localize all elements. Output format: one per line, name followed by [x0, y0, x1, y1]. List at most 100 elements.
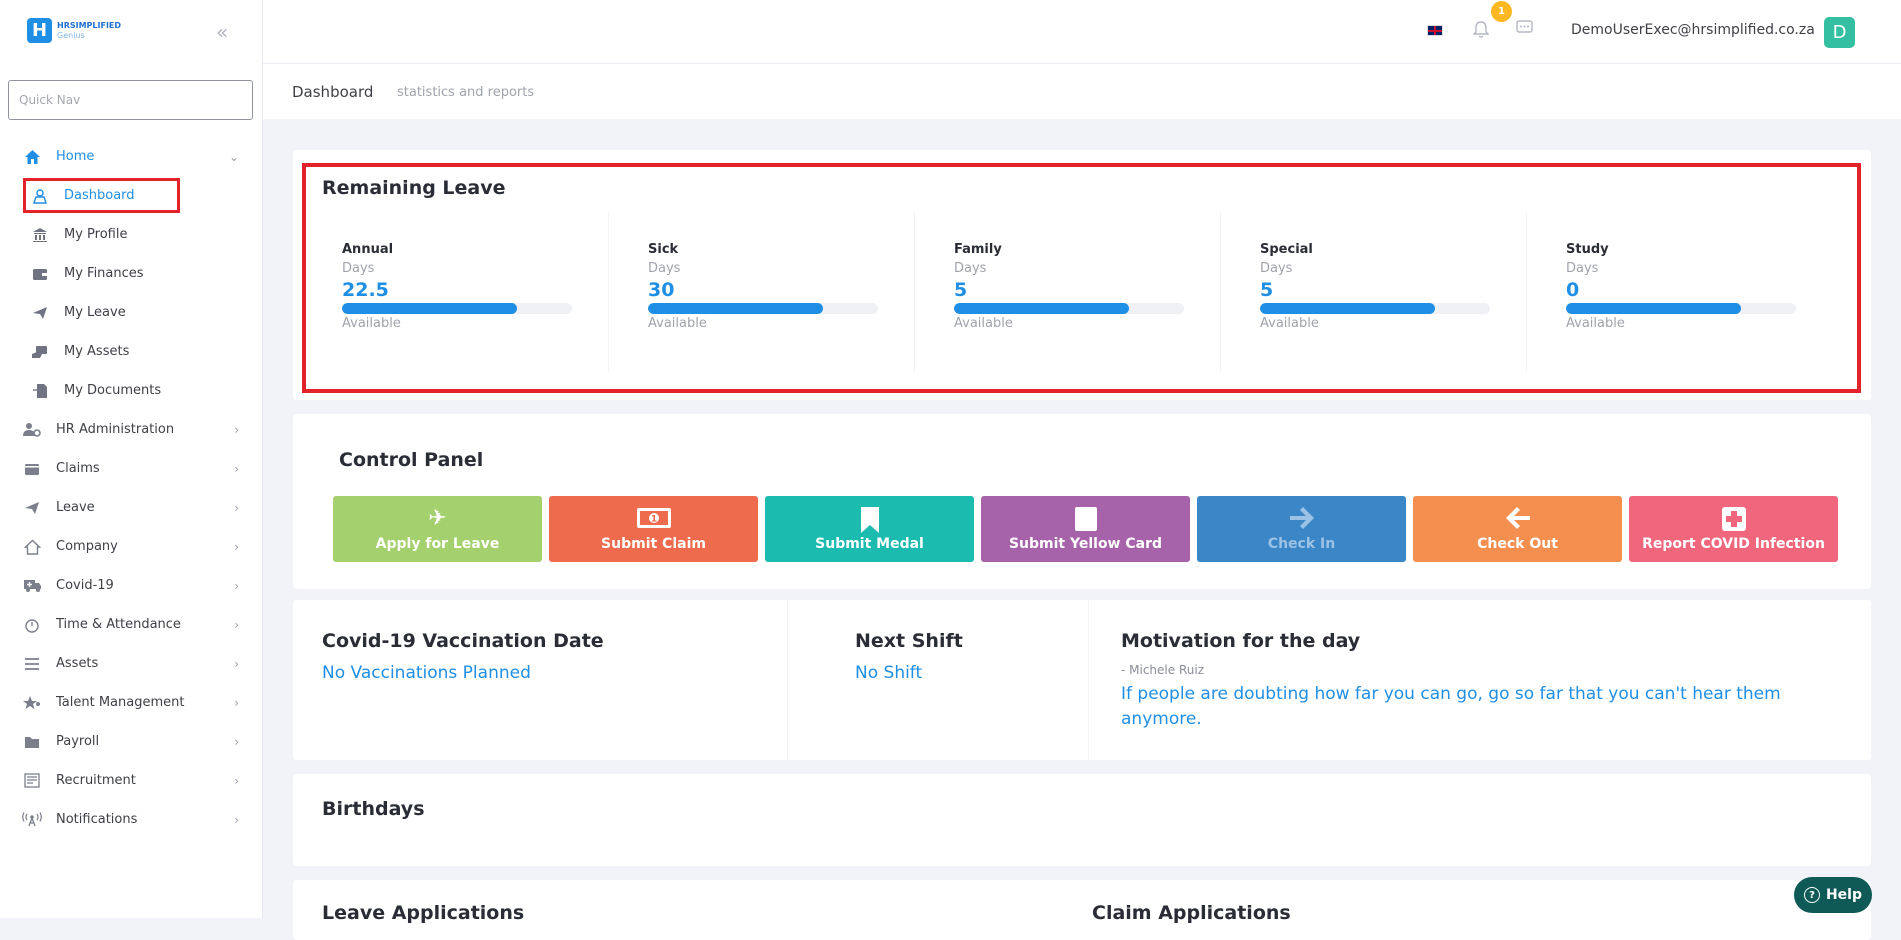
- sidebar-item-talent-management[interactable]: Talent Management ›: [0, 683, 263, 722]
- birthdays-title: Birthdays: [322, 798, 425, 820]
- button-label: Submit Yellow Card: [1008, 536, 1163, 552]
- brand-logo[interactable]: H HRSIMPLIFIED Genius: [27, 18, 121, 43]
- sidebar-item-assets[interactable]: Assets ›: [0, 644, 263, 683]
- leave-progress-fill: [648, 303, 823, 314]
- chevron-down-icon: ⌄: [228, 149, 239, 164]
- sidebar-item-hr-administration[interactable]: HR Administration ›: [0, 410, 263, 449]
- logo-mark-icon: H: [27, 18, 52, 43]
- avatar[interactable]: D: [1824, 17, 1855, 48]
- check-in-button[interactable]: Check In: [1197, 496, 1406, 562]
- home-outline-icon: [22, 537, 42, 557]
- logo-line2: Genius: [57, 30, 85, 40]
- report-covid-infection-button[interactable]: Report COVID Infection: [1629, 496, 1838, 562]
- card-icon: [1074, 506, 1098, 534]
- sidebar-item-label: My Documents: [64, 383, 162, 398]
- sidebar-item-label: Covid-19: [56, 578, 114, 593]
- sidebar-item-recruitment[interactable]: Recruitment ›: [0, 761, 263, 800]
- page-description: statistics and reports: [397, 85, 535, 100]
- ambulance-icon: [22, 576, 42, 596]
- sidebar-item-company[interactable]: Company ›: [0, 527, 263, 566]
- sidebar-subitem-my-leave[interactable]: My Leave: [0, 293, 263, 332]
- chevron-right-icon: ›: [234, 695, 239, 710]
- leave-progress-bar: [342, 303, 572, 314]
- button-label: Submit Medal: [815, 536, 924, 552]
- sidebar-subitem-dashboard[interactable]: Dashboard: [0, 176, 263, 215]
- chevron-right-icon: ›: [234, 812, 239, 827]
- newspaper-icon: [22, 771, 42, 791]
- leave-type-unit: Days: [342, 261, 375, 276]
- help-button[interactable]: ? Help: [1794, 877, 1872, 913]
- check-out-button[interactable]: Check Out: [1413, 496, 1622, 562]
- sidebar-item-time-attendance[interactable]: Time & Attendance ›: [0, 605, 263, 644]
- sidebar-item-label: HR Administration: [56, 422, 175, 437]
- submit-claim-button[interactable]: 1 Submit Claim: [549, 496, 758, 562]
- applications-card: Leave Applications Claim Applications: [293, 880, 1871, 940]
- control-panel-title: Control Panel: [339, 449, 484, 471]
- control-panel-buttons: ✈ Apply for Leave 1 Submit Claim Submit …: [333, 496, 1838, 562]
- sidebar-item-label: Recruitment: [56, 773, 136, 788]
- chevron-right-icon: ›: [234, 734, 239, 749]
- money-icon: 1: [636, 506, 672, 534]
- leave-type-sick: Sick Days 30 Available: [609, 212, 915, 372]
- sidebar-item-label: Home: [56, 149, 95, 164]
- sidebar-item-label: My Finances: [64, 266, 144, 281]
- chevron-right-icon: ›: [234, 422, 239, 437]
- vaccination-section: Covid-19 Vaccination Date No Vaccination…: [322, 600, 802, 760]
- sidebar-item-home[interactable]: Home ⌄: [0, 137, 263, 176]
- leave-type-footer: Available: [1566, 316, 1625, 331]
- bell-icon[interactable]: [1472, 21, 1490, 42]
- leave-applications-title: Leave Applications: [322, 902, 525, 924]
- sidebar-item-leave[interactable]: Leave ›: [0, 488, 263, 527]
- sidebar-subitem-my-finances[interactable]: My Finances: [0, 254, 263, 293]
- folder-icon: [22, 732, 42, 752]
- button-label: Submit Claim: [601, 536, 706, 552]
- leave-type-name: Annual: [342, 242, 394, 257]
- sidebar-subitem-my-profile[interactable]: My Profile: [0, 215, 263, 254]
- logo-text: HRSIMPLIFIED Genius: [57, 21, 121, 41]
- uk-flag-icon[interactable]: [1427, 25, 1443, 36]
- submit-yellow-card-button[interactable]: Submit Yellow Card: [981, 496, 1190, 562]
- arrow-left-icon: [1504, 506, 1532, 534]
- remaining-leave-highlight-box: [302, 163, 1861, 393]
- sidebar-item-label: My Assets: [64, 344, 130, 359]
- chevron-right-icon: ›: [234, 773, 239, 788]
- sidebar-item-label: Time & Attendance: [56, 617, 181, 632]
- sidebar-item-label: My Leave: [64, 305, 126, 320]
- leave-type-special: Special Days 5 Available: [1221, 212, 1527, 372]
- page-title: Dashboard: [292, 83, 374, 101]
- leave-type-name: Sick: [648, 242, 679, 257]
- sidebar-item-label: Leave: [56, 500, 95, 515]
- help-label: Help: [1825, 887, 1863, 903]
- sidebar-subitem-my-documents[interactable]: My Documents: [0, 371, 263, 410]
- vaccination-value: No Vaccinations Planned: [322, 663, 531, 683]
- leave-type-value: 22.5: [342, 279, 389, 301]
- quote-author: - Michele Ruiz: [1121, 663, 1204, 677]
- leave-type-unit: Days: [1566, 261, 1599, 276]
- chat-icon[interactable]: [1516, 20, 1533, 39]
- sidebar-item-label: Claims: [56, 461, 100, 476]
- quick-nav-input[interactable]: [8, 80, 253, 120]
- notification-badge[interactable]: 1: [1491, 1, 1512, 22]
- next-shift-section: Next Shift No Shift: [855, 600, 1055, 760]
- plane-icon: [30, 303, 50, 323]
- sidebar-item-claims[interactable]: Claims ›: [0, 449, 263, 488]
- leave-type-value: 5: [954, 279, 968, 301]
- bookmark-icon: [859, 506, 881, 534]
- sidebar-subitem-my-assets[interactable]: My Assets: [0, 332, 263, 371]
- sidebar-item-notifications[interactable]: Notifications ›: [0, 800, 263, 839]
- collapse-sidebar-icon[interactable]: «: [216, 20, 229, 44]
- remaining-leave-title: Remaining Leave: [322, 177, 506, 199]
- sidebar: H HRSIMPLIFIED Genius « Home ⌄ Dashboard: [0, 0, 263, 918]
- user-email[interactable]: DemoUserExec@hrsimplified.co.za: [1571, 22, 1815, 38]
- sidebar-item-label: My Profile: [64, 227, 128, 242]
- wallet-icon: [22, 459, 42, 479]
- sidebar-item-label: Assets: [56, 656, 99, 671]
- sidebar-item-payroll[interactable]: Payroll ›: [0, 722, 263, 761]
- chevron-right-icon: ›: [234, 500, 239, 515]
- leave-progress-bar: [1260, 303, 1490, 314]
- sidebar-item-covid-19[interactable]: Covid-19 ›: [0, 566, 263, 605]
- apply-for-leave-button[interactable]: ✈ Apply for Leave: [333, 496, 542, 562]
- leave-type-value: 5: [1260, 279, 1274, 301]
- home-icon: [22, 147, 42, 167]
- submit-medal-button[interactable]: Submit Medal: [765, 496, 974, 562]
